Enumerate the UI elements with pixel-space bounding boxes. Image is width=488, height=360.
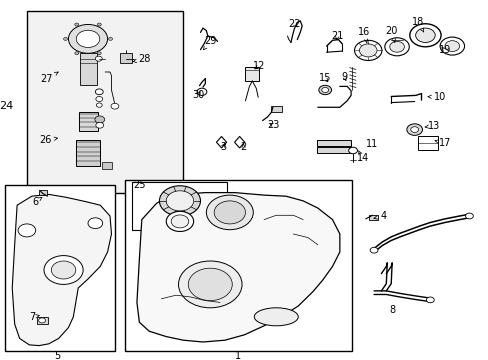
Circle shape <box>96 122 103 128</box>
Text: 29: 29 <box>203 36 216 50</box>
Circle shape <box>321 87 328 93</box>
Circle shape <box>95 56 102 61</box>
Polygon shape <box>234 136 244 148</box>
Circle shape <box>96 103 102 107</box>
Circle shape <box>63 37 67 40</box>
Circle shape <box>444 41 459 51</box>
Bar <box>271 106 282 112</box>
Circle shape <box>111 103 119 109</box>
Bar <box>124 180 351 351</box>
Text: 5: 5 <box>55 351 61 360</box>
Circle shape <box>214 201 245 224</box>
Text: 1: 1 <box>235 351 241 360</box>
Circle shape <box>206 195 253 230</box>
Circle shape <box>359 44 376 57</box>
Circle shape <box>95 116 104 123</box>
Circle shape <box>18 224 36 237</box>
Circle shape <box>44 256 83 284</box>
Text: 12: 12 <box>252 60 265 71</box>
Bar <box>417 136 437 150</box>
Circle shape <box>415 28 434 42</box>
Circle shape <box>465 213 472 219</box>
Bar <box>102 162 112 169</box>
Circle shape <box>369 247 377 253</box>
Text: 30: 30 <box>191 90 204 100</box>
Bar <box>37 317 48 324</box>
Bar <box>27 11 183 193</box>
Polygon shape <box>137 193 339 342</box>
Circle shape <box>75 52 79 55</box>
Bar <box>368 215 377 220</box>
Polygon shape <box>12 194 111 346</box>
Circle shape <box>348 147 357 154</box>
Circle shape <box>39 318 45 323</box>
Circle shape <box>197 88 206 95</box>
Text: 20: 20 <box>384 26 397 42</box>
Circle shape <box>389 41 404 52</box>
Bar <box>76 140 100 166</box>
Circle shape <box>188 268 232 301</box>
Text: 13: 13 <box>424 121 440 131</box>
Circle shape <box>318 85 331 95</box>
Circle shape <box>76 30 100 48</box>
Bar <box>80 53 97 85</box>
Bar <box>79 112 98 131</box>
Text: 6: 6 <box>33 197 42 207</box>
Text: 22: 22 <box>287 19 300 29</box>
Circle shape <box>68 24 107 53</box>
Text: 9: 9 <box>341 72 347 82</box>
Text: 26: 26 <box>39 135 58 145</box>
Circle shape <box>171 215 188 228</box>
Circle shape <box>406 124 422 135</box>
Bar <box>5 185 115 351</box>
Text: 10: 10 <box>427 92 446 102</box>
Circle shape <box>178 261 242 308</box>
Bar <box>316 147 350 153</box>
Text: 19: 19 <box>438 45 450 55</box>
Text: 4: 4 <box>373 211 386 221</box>
Bar <box>120 53 132 63</box>
Circle shape <box>426 297 433 303</box>
Circle shape <box>95 89 103 95</box>
Circle shape <box>96 96 102 102</box>
Text: 25: 25 <box>133 180 145 190</box>
Circle shape <box>75 23 79 26</box>
Text: 27: 27 <box>40 72 58 84</box>
Circle shape <box>409 24 440 47</box>
Text: 23: 23 <box>266 120 279 130</box>
Bar <box>132 182 227 230</box>
Circle shape <box>354 40 381 60</box>
Circle shape <box>166 211 193 231</box>
Circle shape <box>51 261 76 279</box>
Text: 15: 15 <box>318 73 331 84</box>
Circle shape <box>97 52 101 55</box>
Circle shape <box>159 186 200 216</box>
Polygon shape <box>216 136 226 148</box>
Text: 7: 7 <box>30 312 39 322</box>
Text: 8: 8 <box>389 305 395 315</box>
Text: 28: 28 <box>132 54 150 64</box>
Bar <box>316 140 350 146</box>
Circle shape <box>166 191 193 211</box>
Text: 18: 18 <box>411 17 424 32</box>
Circle shape <box>439 37 464 55</box>
Circle shape <box>384 38 408 56</box>
Bar <box>39 190 47 195</box>
Ellipse shape <box>254 308 298 326</box>
Text: 16: 16 <box>357 27 370 43</box>
Bar <box>245 67 259 81</box>
Text: 24: 24 <box>0 101 13 111</box>
Text: 17: 17 <box>434 138 450 148</box>
Circle shape <box>108 37 112 40</box>
Circle shape <box>88 218 102 229</box>
Text: 11: 11 <box>365 139 377 149</box>
Text: 14: 14 <box>356 150 368 163</box>
Text: 21: 21 <box>330 31 343 41</box>
Circle shape <box>410 127 418 132</box>
Text: 2: 2 <box>240 142 246 152</box>
Circle shape <box>97 23 101 26</box>
Text: 3: 3 <box>220 142 225 152</box>
